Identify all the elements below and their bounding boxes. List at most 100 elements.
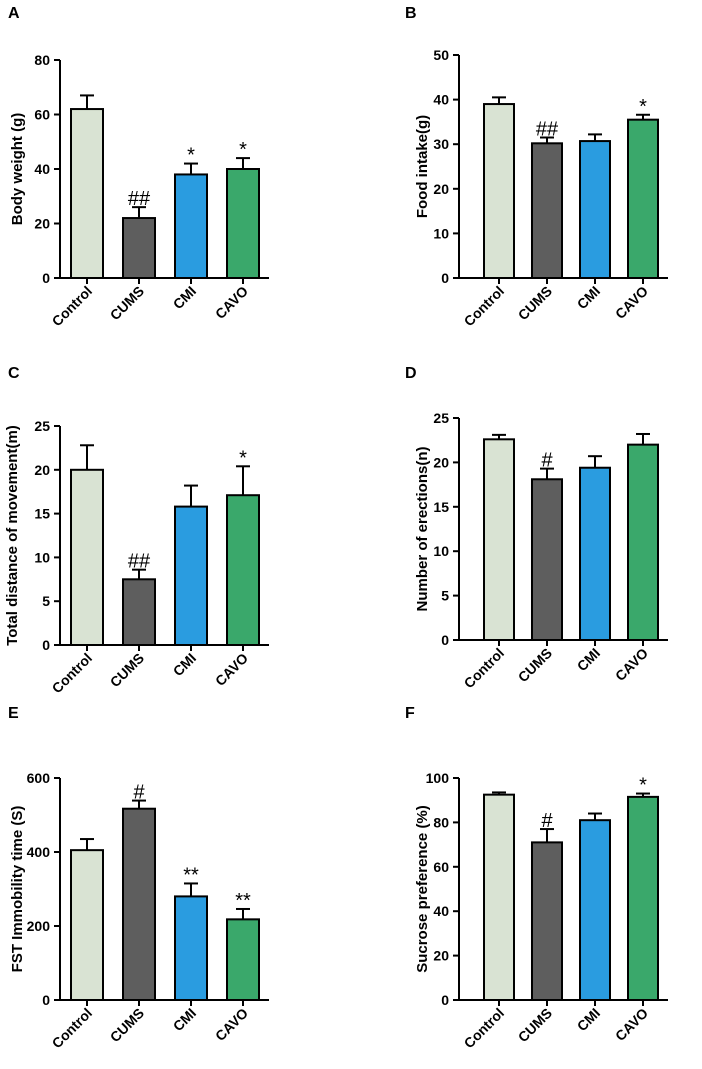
chart-panel-f: F Sucrose preference (%) 0 20 40 60 80 100 Contr… bbox=[405, 705, 668, 1051]
bar-cavo bbox=[627, 443, 659, 642]
bar-cums bbox=[122, 578, 156, 646]
y-axis-label: Body weight (g) bbox=[9, 113, 26, 226]
panel-label: D bbox=[405, 365, 417, 382]
significance-marker: # bbox=[133, 782, 145, 804]
category-label: CMI bbox=[170, 1005, 199, 1034]
chart-panel-b: B Food intake(g) 0 10 20 30 40 50 Control CUMS ## C… bbox=[405, 5, 668, 329]
y-tick-label: 5 bbox=[42, 593, 50, 609]
y-tick-label: 0 bbox=[42, 637, 50, 653]
category-label: CMI bbox=[574, 1005, 603, 1034]
y-tick-label: 20 bbox=[433, 454, 449, 470]
category-label: Control bbox=[461, 645, 508, 692]
y-tick-label: 0 bbox=[42, 992, 50, 1008]
y-tick-label: 50 bbox=[433, 47, 449, 63]
category-label: CUMS bbox=[515, 283, 555, 323]
category-label: CAVO bbox=[212, 283, 251, 322]
y-tick-label: 20 bbox=[433, 181, 449, 197]
y-tick-label: 80 bbox=[34, 52, 50, 68]
panel-label: C bbox=[8, 365, 20, 382]
y-tick-label: 15 bbox=[433, 499, 449, 515]
bar-cums bbox=[531, 841, 563, 1001]
significance-marker: * bbox=[639, 96, 647, 118]
category-label: Control bbox=[49, 650, 96, 697]
bar-cmi bbox=[579, 819, 611, 1001]
y-tick-label: 10 bbox=[433, 225, 449, 241]
y-tick-label: 15 bbox=[34, 506, 50, 522]
category-label: CAVO bbox=[612, 1005, 651, 1044]
y-tick-label: 20 bbox=[34, 462, 50, 478]
y-tick-label: 5 bbox=[441, 588, 449, 604]
y-tick-label: 60 bbox=[433, 859, 449, 875]
category-label: CMI bbox=[170, 283, 199, 312]
y-axis-label: Total distance of movement(m) bbox=[4, 425, 21, 646]
bar-cmi bbox=[579, 140, 611, 279]
panel-label: B bbox=[405, 5, 417, 22]
bar-cums bbox=[122, 217, 156, 280]
y-tick-label: 60 bbox=[34, 107, 50, 123]
y-tick-label: 25 bbox=[433, 410, 449, 426]
y-tick-label: 0 bbox=[441, 992, 449, 1008]
y-axis-label: Sucrose preference (%) bbox=[414, 805, 431, 973]
category-label: CAVO bbox=[612, 283, 651, 322]
bar-control bbox=[70, 468, 104, 646]
y-tick-label: 25 bbox=[34, 418, 50, 434]
chart-panel-e: E FST Immobility time (S) 0 200 400 600 Contro… bbox=[8, 705, 269, 1051]
bar-control bbox=[483, 103, 515, 279]
y-tick-label: 30 bbox=[433, 136, 449, 152]
y-tick-label: 40 bbox=[34, 161, 50, 177]
y-tick-label: 400 bbox=[27, 844, 51, 860]
category-label: CUMS bbox=[107, 283, 147, 323]
bar-cums bbox=[531, 478, 563, 641]
panel-label: F bbox=[405, 705, 415, 722]
y-tick-label: 20 bbox=[34, 216, 50, 232]
category-label: CUMS bbox=[107, 650, 147, 690]
bar-control bbox=[70, 849, 104, 1002]
y-axis-label: Food intake(g) bbox=[414, 115, 431, 218]
category-label: CMI bbox=[574, 283, 603, 312]
significance-marker: ## bbox=[536, 119, 559, 141]
significance-marker: ## bbox=[128, 551, 151, 573]
y-tick-label: 0 bbox=[441, 632, 449, 648]
bar-cmi bbox=[174, 895, 208, 1002]
significance-marker: * bbox=[639, 775, 647, 797]
significance-marker: ** bbox=[235, 890, 251, 912]
y-tick-label: 200 bbox=[27, 918, 51, 934]
category-label: CUMS bbox=[515, 1005, 555, 1045]
y-tick-label: 80 bbox=[433, 814, 449, 830]
category-label: CUMS bbox=[515, 645, 555, 685]
y-tick-label: 0 bbox=[42, 270, 50, 286]
y-axis-label: Number of erections(n) bbox=[414, 446, 431, 611]
panel-label: A bbox=[8, 5, 20, 22]
significance-marker: # bbox=[541, 810, 553, 832]
chart-panel-a: A Body weight (g) 0 20 40 60 80 Control CUMS ## CM… bbox=[8, 5, 269, 329]
category-label: CUMS bbox=[107, 1005, 147, 1045]
bar-cavo bbox=[627, 118, 659, 279]
category-label: CMI bbox=[574, 645, 603, 674]
category-label: Control bbox=[461, 283, 508, 330]
category-label: Control bbox=[49, 1005, 96, 1052]
y-tick-label: 10 bbox=[433, 543, 449, 559]
bar-cmi bbox=[174, 173, 208, 279]
category-label: CAVO bbox=[612, 645, 651, 684]
significance-marker: ** bbox=[183, 864, 199, 886]
significance-marker: * bbox=[239, 139, 247, 161]
y-tick-label: 100 bbox=[426, 770, 450, 786]
significance-marker: # bbox=[541, 450, 553, 472]
y-tick-label: 40 bbox=[433, 92, 449, 108]
bar-cavo bbox=[627, 795, 659, 1001]
bar-cavo bbox=[226, 494, 260, 647]
bar-cmi bbox=[579, 466, 611, 641]
category-label: CAVO bbox=[212, 650, 251, 689]
category-label: CMI bbox=[170, 650, 199, 679]
y-tick-label: 10 bbox=[34, 549, 50, 565]
category-label: Control bbox=[49, 283, 96, 330]
y-tick-label: 40 bbox=[433, 903, 449, 919]
significance-marker: ## bbox=[128, 188, 151, 210]
y-axis-label: FST Immobility time (S) bbox=[9, 806, 26, 973]
bar-control bbox=[483, 793, 515, 1002]
bar-control bbox=[70, 108, 104, 279]
panel-label: E bbox=[8, 705, 19, 722]
chart-panel-c: C Total distance of movement(m) 0 5 10 15 20 25… bbox=[4, 365, 269, 696]
chart-panel-d: D Number of erections(n) 0 5 10 15 20 25 Control… bbox=[405, 365, 668, 691]
